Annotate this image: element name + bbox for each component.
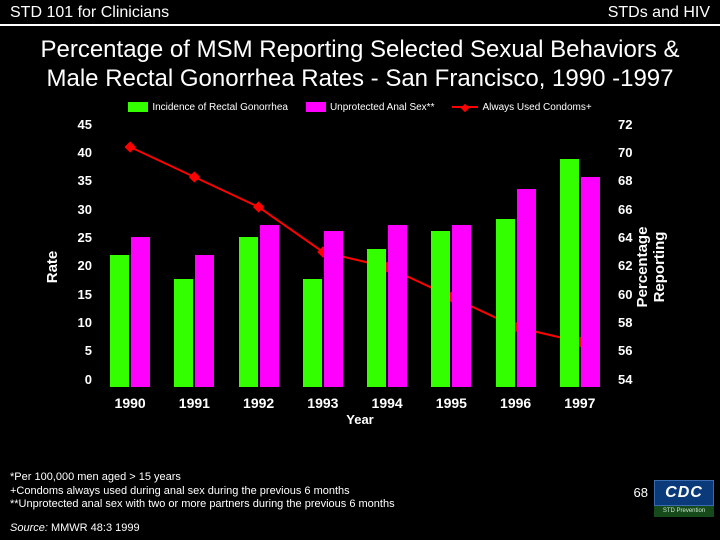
source-citation: Source: MMWR 48:3 1999 [10, 522, 140, 534]
x-tick: 1997 [548, 395, 612, 411]
bar-series2 [195, 255, 214, 387]
bar-group [560, 159, 600, 387]
y-tick-right: 58 [618, 315, 648, 330]
y-tick-left: 35 [62, 173, 92, 188]
y-axis-left-ticks: 45 40 35 30 25 20 15 10 5 0 [62, 117, 92, 387]
bar-series1 [367, 249, 386, 387]
y-tick-left: 5 [62, 343, 92, 358]
y-axis-label-left: Rate [44, 250, 61, 283]
plot-area [98, 117, 612, 387]
legend-item-bar2: Unprotected Anal Sex** [306, 102, 435, 113]
bar-series1 [174, 279, 193, 387]
x-tick: 1993 [291, 395, 355, 411]
x-tick: 1996 [484, 395, 548, 411]
bar-series2 [581, 177, 600, 387]
cdc-logo: CDC STD Prevention [654, 480, 714, 534]
chart-legend: Incidence of Rectal Gonorrhea Unprotecte… [0, 100, 720, 117]
x-tick: 1992 [227, 395, 291, 411]
page-number: 68 [634, 485, 648, 500]
header-right: STDs and HIV [608, 4, 710, 22]
legend-swatch-bar2 [306, 102, 326, 112]
bar-series1 [431, 231, 450, 387]
y-tick-right: 56 [618, 343, 648, 358]
bar-series1 [110, 255, 129, 387]
bar-series2 [260, 225, 279, 387]
bar-series1 [303, 279, 322, 387]
chart: Rate PercentageReporting 454035302520151… [30, 117, 690, 417]
line-marker [189, 171, 200, 182]
x-tick: 1990 [98, 395, 162, 411]
footnote-1: *Per 100,000 men aged > 15 years [10, 471, 395, 485]
y-tick-left: 25 [62, 230, 92, 245]
cdc-logo-text: CDC [654, 480, 714, 506]
y-tick-right: 66 [618, 202, 648, 217]
x-tick: 1995 [419, 395, 483, 411]
y-tick-left: 40 [62, 145, 92, 160]
y-tick-right: 60 [618, 287, 648, 302]
bar-group [174, 255, 214, 387]
legend-label-bar2: Unprotected Anal Sex** [330, 102, 435, 113]
source-prefix: Source: [10, 522, 48, 534]
legend-item-bar1: Incidence of Rectal Gonorrhea [128, 102, 288, 113]
bar-group [239, 225, 279, 387]
bar-group [303, 231, 343, 387]
bar-series1 [239, 237, 258, 387]
y-tick-left: 30 [62, 202, 92, 217]
line-marker [124, 141, 135, 152]
bar-series2 [517, 189, 536, 387]
footnotes: *Per 100,000 men aged > 15 years +Condom… [10, 471, 395, 512]
y-axis-right-ticks: 72 70 68 66 64 62 60 58 56 54 [618, 117, 648, 387]
y-tick-right: 62 [618, 258, 648, 273]
footnote-2: +Condoms always used during anal sex dur… [10, 485, 395, 499]
bar-group [431, 225, 471, 387]
x-axis-label: Year [346, 412, 373, 427]
legend-label-bar1: Incidence of Rectal Gonorrhea [152, 102, 288, 113]
bar-series2 [388, 225, 407, 387]
legend-swatch-bar1 [128, 102, 148, 112]
bar-group [110, 237, 150, 387]
y-tick-right: 54 [618, 372, 648, 387]
y-tick-left: 15 [62, 287, 92, 302]
bar-series2 [131, 237, 150, 387]
cdc-logo-subtext: STD Prevention [654, 506, 714, 517]
bar-series2 [452, 225, 471, 387]
bar-series1 [560, 159, 579, 387]
bar-series2 [324, 231, 343, 387]
slide-title: Percentage of MSM Reporting Selected Sex… [0, 26, 720, 100]
y-tick-right: 72 [618, 117, 648, 132]
y-tick-left: 45 [62, 117, 92, 132]
x-tick: 1991 [162, 395, 226, 411]
y-tick-right: 64 [618, 230, 648, 245]
source-text: MMWR 48:3 1999 [48, 522, 140, 534]
y-tick-left: 0 [62, 372, 92, 387]
bar-group [496, 189, 536, 387]
header-left: STD 101 for Clinicians [10, 4, 169, 22]
legend-item-line: Always Used Condoms+ [452, 102, 591, 113]
y-tick-left: 20 [62, 258, 92, 273]
x-tick: 1994 [355, 395, 419, 411]
legend-label-line: Always Used Condoms+ [482, 102, 591, 113]
x-axis-labels: 19901991199219931994199519961997 [98, 395, 612, 411]
legend-swatch-line [452, 106, 478, 108]
y-tick-right: 68 [618, 173, 648, 188]
header: STD 101 for Clinicians STDs and HIV [0, 0, 720, 26]
y-tick-left: 10 [62, 315, 92, 330]
bar-series1 [496, 219, 515, 387]
footnote-3: **Unprotected anal sex with two or more … [10, 498, 395, 512]
line-marker [253, 201, 264, 212]
y-tick-right: 70 [618, 145, 648, 160]
bar-group [367, 225, 407, 387]
